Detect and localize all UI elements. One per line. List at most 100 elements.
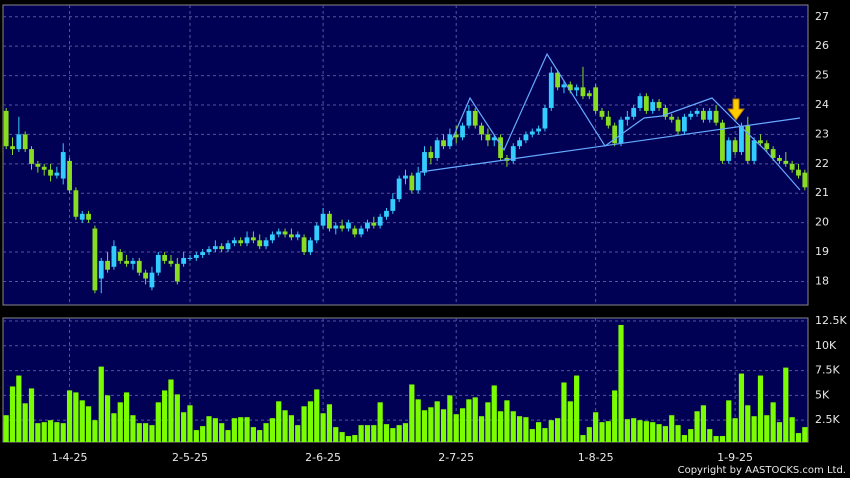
volume-bar	[751, 416, 757, 442]
volume-bar	[371, 425, 377, 442]
volume-bar	[396, 425, 402, 442]
candle-body	[206, 249, 212, 253]
volume-bar	[428, 407, 434, 442]
candle-body	[143, 272, 149, 279]
volume-bar	[618, 324, 624, 442]
candle-body	[510, 146, 516, 161]
volume-bar	[212, 418, 218, 442]
y-tick-label: 24	[815, 98, 829, 111]
candle-body	[231, 240, 237, 244]
y-tick-label: 20	[815, 216, 829, 229]
candle-body	[586, 93, 592, 97]
candle-body	[282, 231, 288, 235]
candle-body	[79, 213, 85, 220]
volume-bar	[206, 416, 212, 442]
candle-body	[422, 152, 427, 173]
volume-bar	[377, 402, 383, 442]
volume-bar	[783, 367, 789, 442]
candle-body	[396, 178, 402, 200]
candle-body	[732, 140, 738, 153]
volume-bar	[700, 405, 707, 442]
volume-bar	[187, 405, 193, 442]
volume-bar	[136, 423, 142, 442]
volume-bar	[155, 402, 161, 442]
volume-bar	[111, 413, 117, 442]
volume-bar	[3, 415, 9, 442]
candle-body	[593, 87, 599, 111]
candle-body	[308, 240, 313, 253]
candle-body	[561, 84, 567, 88]
volume-bar	[231, 418, 237, 442]
candle-body	[111, 246, 117, 267]
volume-bar	[510, 411, 516, 442]
candle-body	[580, 87, 586, 97]
candle-body	[726, 140, 732, 161]
volume-bar	[219, 423, 225, 442]
candle-body	[41, 166, 47, 170]
volume-bar	[738, 373, 745, 442]
candle-body	[212, 246, 218, 250]
marks: 18 19 20 21 22 23 24 25 26 27 2.5K 5K 7.5K 10K 12.5K 1-…	[3, 5, 847, 464]
candle-body	[225, 243, 231, 250]
arrow-icon	[727, 98, 745, 121]
candle-body	[675, 119, 681, 132]
volume-bar	[390, 428, 396, 442]
volume-bar	[339, 432, 345, 442]
candle-body	[200, 252, 206, 255]
candle-body	[250, 237, 256, 241]
candle-body	[764, 143, 770, 150]
volume-bar	[536, 422, 542, 442]
candle-body	[301, 237, 307, 253]
volume-bar	[707, 429, 713, 442]
y-tick-label: 2.5K	[815, 413, 840, 426]
candle-body	[257, 240, 263, 247]
candle-body	[289, 234, 294, 238]
candle-body	[181, 257, 187, 264]
candle-body	[567, 84, 573, 91]
candle-body	[669, 116, 675, 120]
candle-body	[377, 216, 383, 226]
candle-body	[453, 134, 459, 138]
volume-bar	[770, 402, 776, 442]
candle-body	[73, 190, 79, 217]
volume-bar	[650, 422, 656, 442]
volume-bar	[656, 424, 662, 442]
volume-bar	[447, 395, 453, 442]
y-tick-label: 27	[815, 10, 829, 23]
volume-bar	[719, 436, 726, 442]
y-tick-label: 5K	[815, 388, 830, 401]
volume-bar	[745, 405, 751, 442]
candle-body	[713, 110, 719, 123]
volume-bar	[193, 430, 199, 442]
volume-bar	[130, 415, 136, 442]
candle-body	[269, 234, 275, 241]
volume-bar	[104, 395, 111, 442]
candle-body	[498, 137, 503, 158]
volume-bar	[326, 404, 333, 442]
candle-body	[618, 119, 624, 144]
candle-body	[542, 107, 548, 129]
volume-bar	[288, 415, 295, 442]
volume-bar	[364, 425, 371, 442]
candle-body	[517, 140, 522, 147]
volume-bar	[85, 406, 92, 442]
volume-bar	[269, 418, 275, 442]
candle-body	[384, 210, 389, 217]
volume-bar	[181, 412, 187, 442]
candle-body	[244, 237, 250, 244]
volume-bar	[764, 415, 770, 442]
candle-body	[168, 260, 174, 264]
candle-body	[605, 116, 611, 126]
candle-body	[314, 225, 320, 241]
volume-bar	[757, 375, 764, 442]
candle-body	[631, 107, 637, 117]
volume-bar	[9, 386, 16, 442]
y-tick-label: 7.5K	[815, 364, 840, 377]
volume-bar	[688, 429, 694, 442]
y-tick-label: 25	[815, 69, 829, 82]
volume-bar	[98, 366, 104, 442]
volume-bar	[301, 406, 307, 442]
candle-body	[701, 110, 706, 120]
volume-bar	[555, 418, 561, 442]
